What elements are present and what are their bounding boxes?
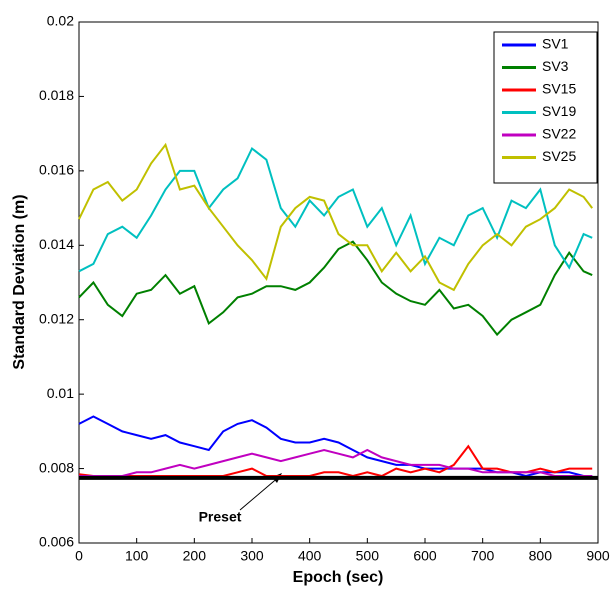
- series-line: [78, 240, 593, 337]
- x-tick-label: 700: [471, 548, 495, 564]
- x-tick-label: 100: [125, 548, 149, 564]
- y-tick-label: 0.018: [39, 87, 74, 103]
- legend-label: SV3: [542, 58, 569, 74]
- x-tick-label: 800: [529, 548, 553, 564]
- annotation: Preset: [199, 509, 242, 525]
- legend-label: SV15: [542, 81, 576, 97]
- x-tick-label: 200: [183, 548, 207, 564]
- x-tick-label: 0: [75, 548, 83, 564]
- y-tick-label: 0.01: [47, 385, 74, 401]
- series-line: [78, 146, 593, 273]
- legend-label: SV22: [542, 126, 576, 142]
- y-tick-label: 0.012: [39, 310, 74, 326]
- legend-label: SV1: [542, 36, 569, 52]
- legend-label: SV25: [542, 148, 576, 164]
- x-axis-label: Epoch (sec): [293, 569, 384, 586]
- y-tick-label: 0.006: [39, 534, 74, 550]
- legend-label: SV19: [542, 103, 576, 119]
- y-tick-label: 0.008: [39, 459, 74, 475]
- x-tick-label: 500: [356, 548, 380, 564]
- x-tick-label: 900: [586, 548, 610, 564]
- x-tick-label: 600: [413, 548, 437, 564]
- annotation-arrow: [239, 475, 281, 511]
- y-tick-label: 0.014: [39, 236, 74, 252]
- y-tick-label: 0.016: [39, 162, 74, 178]
- x-tick-label: 300: [240, 548, 264, 564]
- x-tick-label: 400: [298, 548, 322, 564]
- series-line: [78, 142, 593, 292]
- y-axis-label: Standard Deviation (m): [11, 194, 28, 369]
- y-tick-label: 0.02: [47, 13, 74, 29]
- series-line: [79, 448, 593, 477]
